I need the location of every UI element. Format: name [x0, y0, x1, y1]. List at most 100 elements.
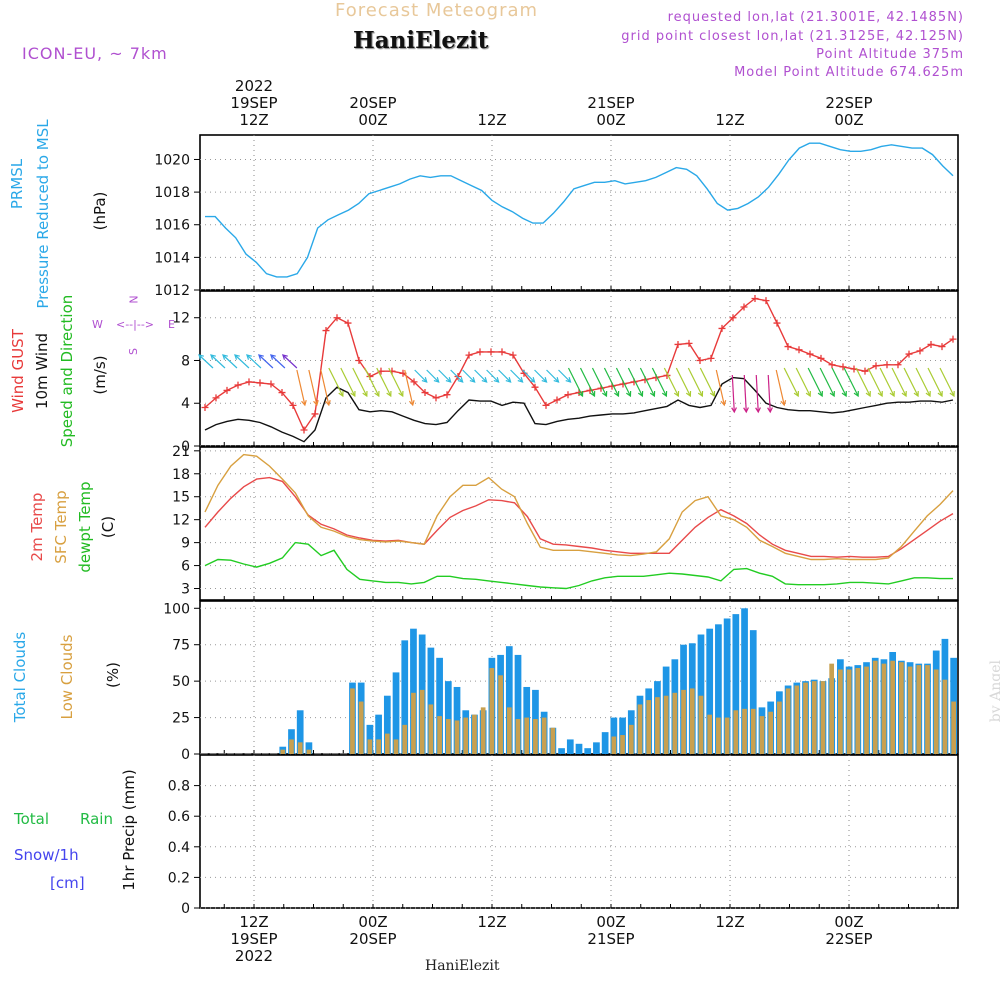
- low-cloud-bar: [881, 663, 887, 754]
- wind-arrow: [558, 369, 571, 383]
- top-time-hour: 12Z: [477, 111, 507, 129]
- gust-point: [410, 378, 418, 386]
- top-time-hour: 12Z: [239, 111, 269, 129]
- wind-arrow-head: [578, 390, 584, 398]
- total-cloud-bar: [715, 624, 722, 754]
- precip-cm-label: [cm]: [50, 874, 85, 892]
- y-tick-label: 21: [172, 444, 190, 460]
- low-cloud-bar: [297, 742, 303, 754]
- gust-point: [564, 391, 572, 399]
- gust-point: [476, 348, 484, 356]
- top-year-label: 2022: [234, 77, 274, 95]
- gust-point: [773, 319, 781, 327]
- low-cloud-bar: [437, 716, 442, 754]
- wind-arrow-head: [709, 390, 716, 398]
- wind-arrow: [915, 367, 931, 397]
- gust-point: [344, 319, 352, 327]
- wind-arrow: [486, 369, 500, 383]
- gust-point: [289, 401, 297, 409]
- wind-arrow: [615, 367, 631, 397]
- wind-arrow-head: [234, 354, 240, 360]
- low-cloud-bar: [611, 736, 617, 754]
- total-cloud-bar: [305, 742, 313, 754]
- low-cloud-bar: [803, 682, 808, 754]
- gust-point: [806, 350, 814, 358]
- low-cloud-bar: [925, 665, 930, 754]
- wind-arrow: [258, 354, 274, 369]
- low-cloud-bar: [506, 707, 512, 754]
- gust-point: [872, 362, 880, 370]
- panel-frame: [199, 134, 959, 291]
- wind-arrow: [639, 367, 655, 397]
- y-tick-label: 0: [181, 901, 190, 917]
- gust-point: [784, 343, 792, 351]
- wind-arrow-head: [445, 377, 452, 383]
- wind-arrow-head: [421, 377, 428, 383]
- gust-point: [861, 367, 869, 375]
- wind-arrow-head: [720, 400, 727, 407]
- low-cloud-bar: [899, 662, 904, 754]
- low-cloud-bar: [742, 708, 747, 754]
- compass-w: W: [92, 318, 103, 331]
- gust-point: [223, 386, 231, 394]
- top-time-label: 22SEP 00Z: [809, 95, 889, 129]
- low-cloud-bar: [541, 717, 547, 754]
- series-2m-temp: [204, 476, 954, 558]
- low-cloud-bar: [350, 688, 355, 754]
- wind-arrow: [320, 369, 330, 406]
- low-cloud-bar: [916, 665, 922, 754]
- wind-arrow-head: [565, 377, 572, 383]
- gust-point: [212, 394, 220, 402]
- wind-arrow-head: [949, 390, 955, 398]
- y-tick-label: 0.6: [168, 809, 190, 825]
- gust-point: [234, 381, 242, 389]
- wind-arrow: [867, 367, 883, 397]
- panel-frame: [199, 290, 959, 447]
- gust-point: [894, 361, 902, 369]
- model-label: ICON-EU, ~ 7km: [22, 44, 168, 63]
- low-cloud-bar: [689, 688, 695, 754]
- wind-arrow-head: [210, 354, 216, 360]
- wind-arrow-head: [386, 390, 392, 398]
- model-altitude: Model Point Altitude 674.625m: [734, 65, 964, 80]
- gust-point: [355, 356, 363, 364]
- wind-arrow-head: [198, 354, 204, 360]
- wind-arrow-head: [362, 390, 368, 398]
- wind-arrow-head: [481, 377, 488, 383]
- low-cloud-bar: [384, 733, 390, 754]
- wind-arrow: [474, 369, 488, 383]
- wind-arrow: [364, 367, 380, 397]
- wind-arrow: [783, 367, 799, 397]
- low-cloud-bar: [655, 697, 660, 754]
- low-cloud-bar: [942, 679, 948, 754]
- wind-arrow: [855, 367, 871, 397]
- gust-point: [949, 335, 957, 343]
- top-time-day: 22SEP: [825, 94, 873, 112]
- gust-point: [828, 361, 836, 369]
- top-time-hour: 00Z: [596, 111, 626, 129]
- wind-arrow: [767, 374, 771, 413]
- gust-point: [905, 350, 913, 358]
- wind-arrow: [675, 367, 691, 397]
- wind-arrow-head: [793, 390, 799, 398]
- wind-arrow: [210, 354, 226, 369]
- gust-point: [685, 339, 693, 347]
- low-cloud-bar: [698, 695, 704, 754]
- bottom-time-label: 00Z 22SEP: [809, 914, 889, 948]
- total-cloud-bar: [514, 654, 522, 754]
- top-time-hour: 12Z: [715, 111, 745, 129]
- low-cloud-bar: [620, 735, 625, 754]
- low-cloud-bar: [358, 701, 364, 754]
- top-time-label: 20SEP 00Z: [333, 95, 413, 129]
- low-cloud-bar: [672, 692, 678, 754]
- gust-point: [322, 327, 330, 335]
- point-altitude: Point Altitude 375m: [816, 47, 964, 62]
- wind-arrow-head: [602, 390, 608, 398]
- low-cloud-bar: [864, 666, 869, 754]
- gust-point: [487, 348, 495, 356]
- gust-point: [839, 363, 847, 371]
- top-time-label: 12Z: [452, 95, 532, 129]
- total-cloud-bar: [741, 608, 748, 754]
- top-time-label: 21SEP 00Z: [571, 95, 651, 129]
- low-cloud-bar: [524, 717, 530, 754]
